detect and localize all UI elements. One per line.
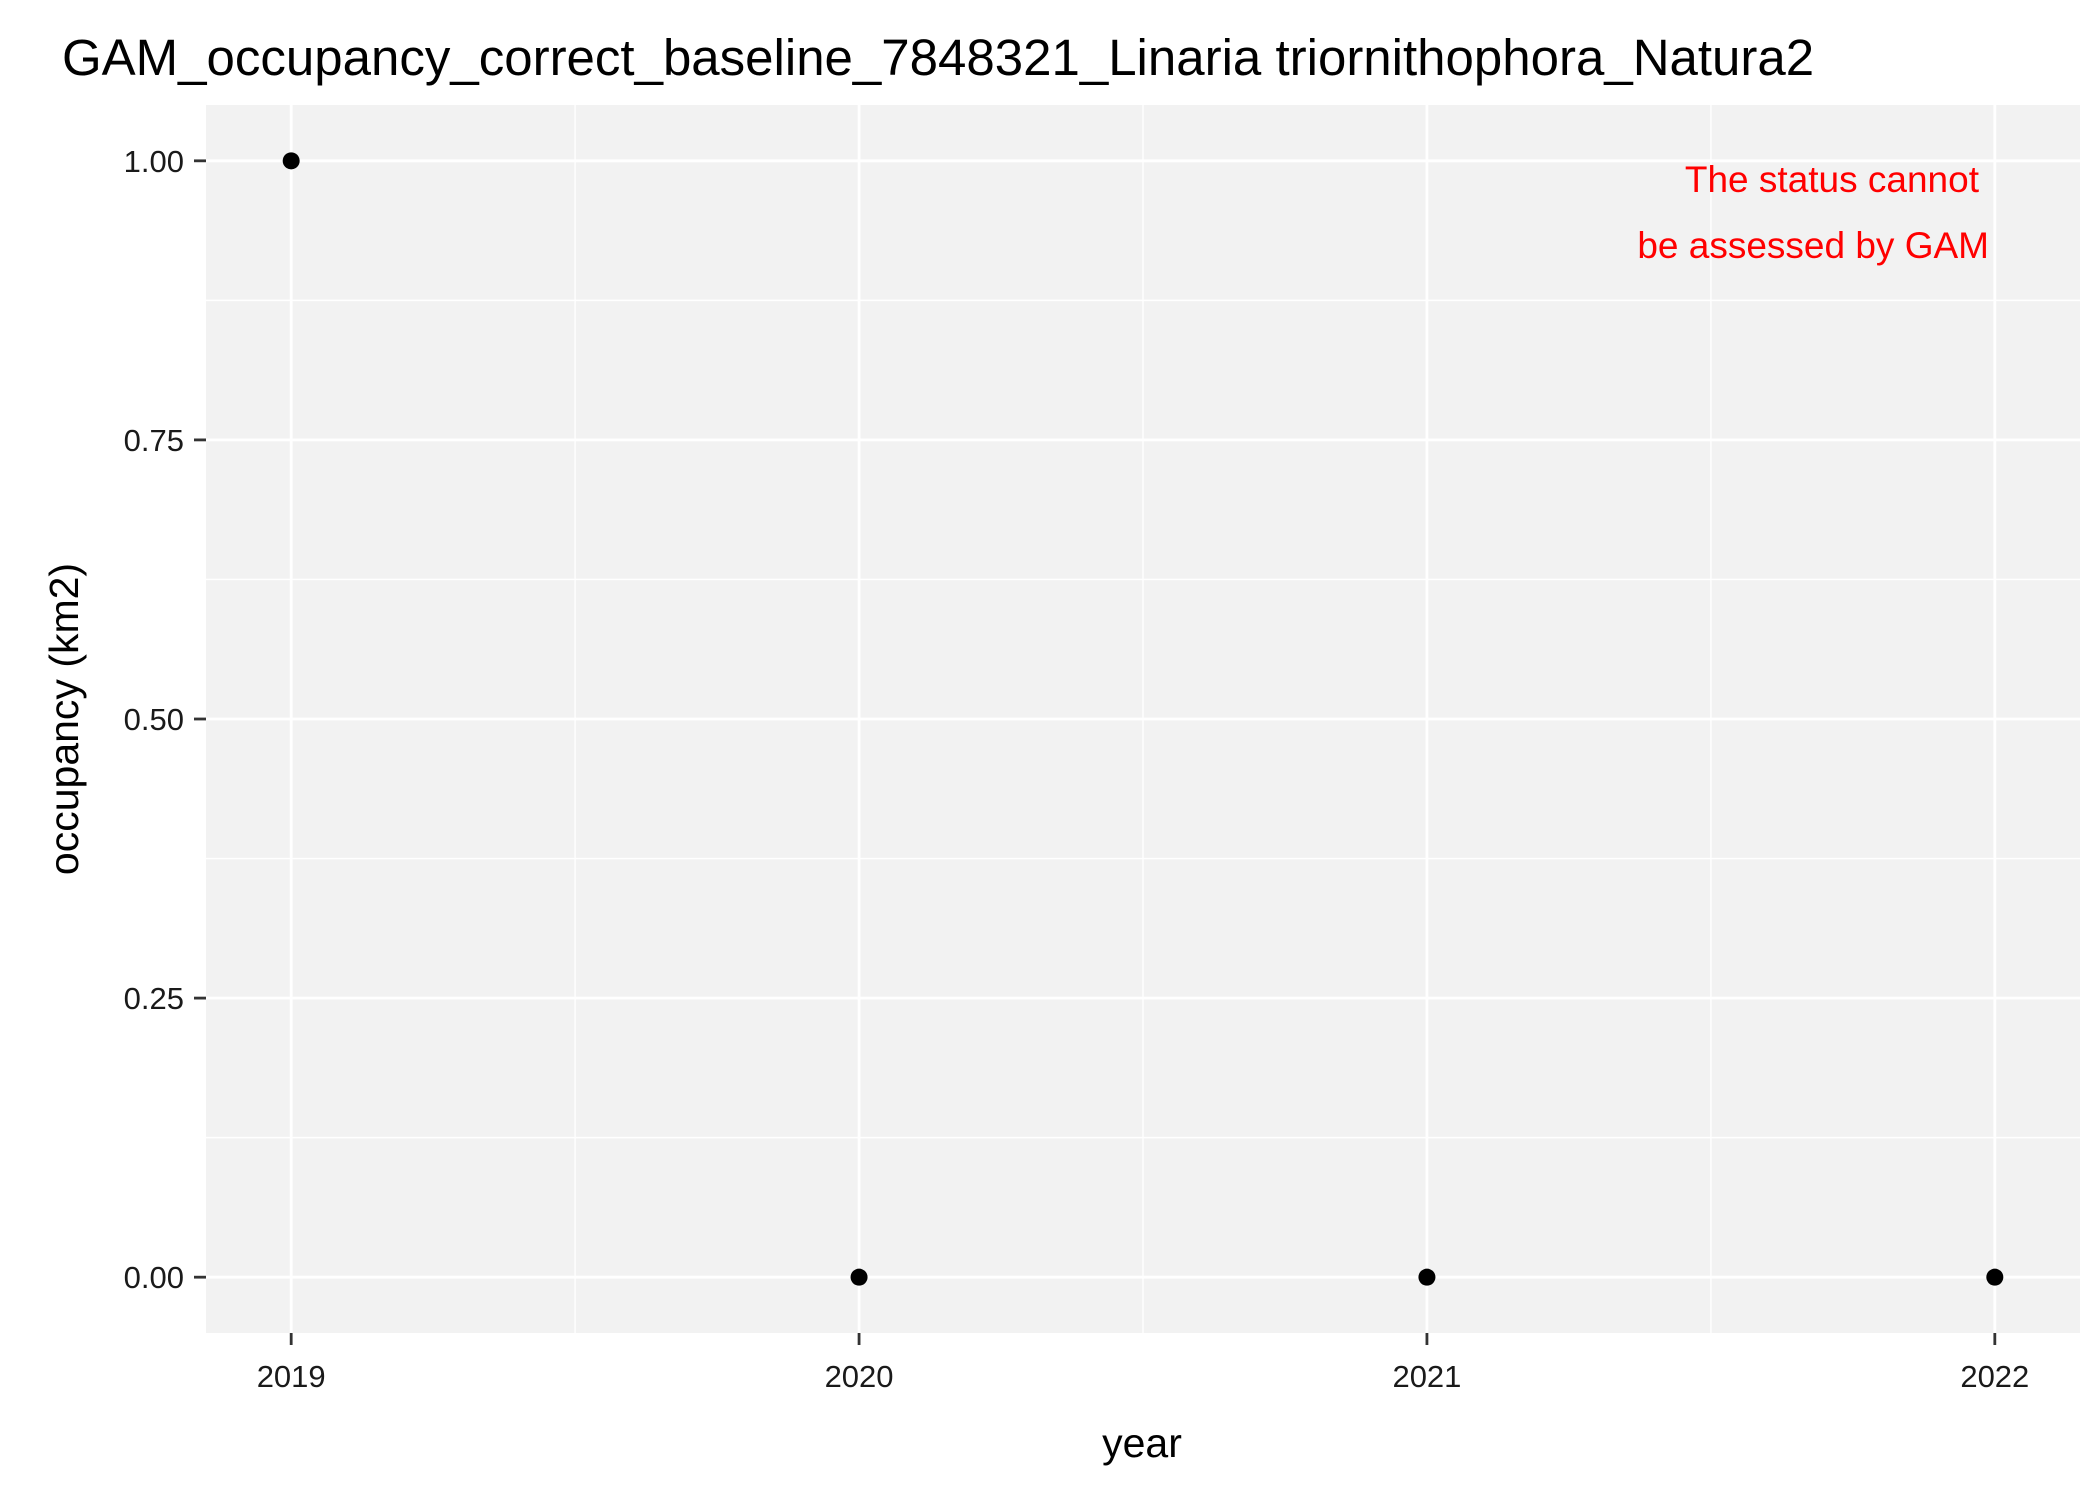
- chart-title: GAM_occupancy_correct_baseline_7848321_L…: [62, 29, 1814, 86]
- y-tick-label: 0.50: [124, 702, 184, 737]
- data-point: [282, 152, 300, 170]
- annotation-line-1: The status cannot: [1685, 159, 1980, 200]
- x-tick-label: 2019: [257, 1359, 326, 1394]
- data-points: [282, 152, 2004, 1286]
- y-tick-label: 0.00: [124, 1260, 184, 1295]
- x-tick-label: 2022: [1960, 1359, 2029, 1394]
- data-point: [850, 1268, 868, 1286]
- x-axis-title: year: [1102, 1420, 1182, 1466]
- data-point: [1986, 1268, 2004, 1286]
- y-tick-label: 0.25: [124, 981, 184, 1016]
- annotation-line-2: be assessed by GAM: [1637, 225, 1989, 266]
- axis-ticks: 0.00 0.25 0.50 0.75 1.00 2019 2020 2021 2022: [124, 144, 2030, 1394]
- y-tick-label: 1.00: [124, 144, 184, 179]
- y-axis-title: occupancy (km2): [41, 563, 87, 875]
- x-tick-label: 2020: [825, 1359, 894, 1394]
- x-tick-label: 2021: [1392, 1359, 1461, 1394]
- y-tick-label: 0.75: [124, 423, 184, 458]
- grid-lines: [206, 105, 2080, 1333]
- data-point: [1418, 1268, 1436, 1286]
